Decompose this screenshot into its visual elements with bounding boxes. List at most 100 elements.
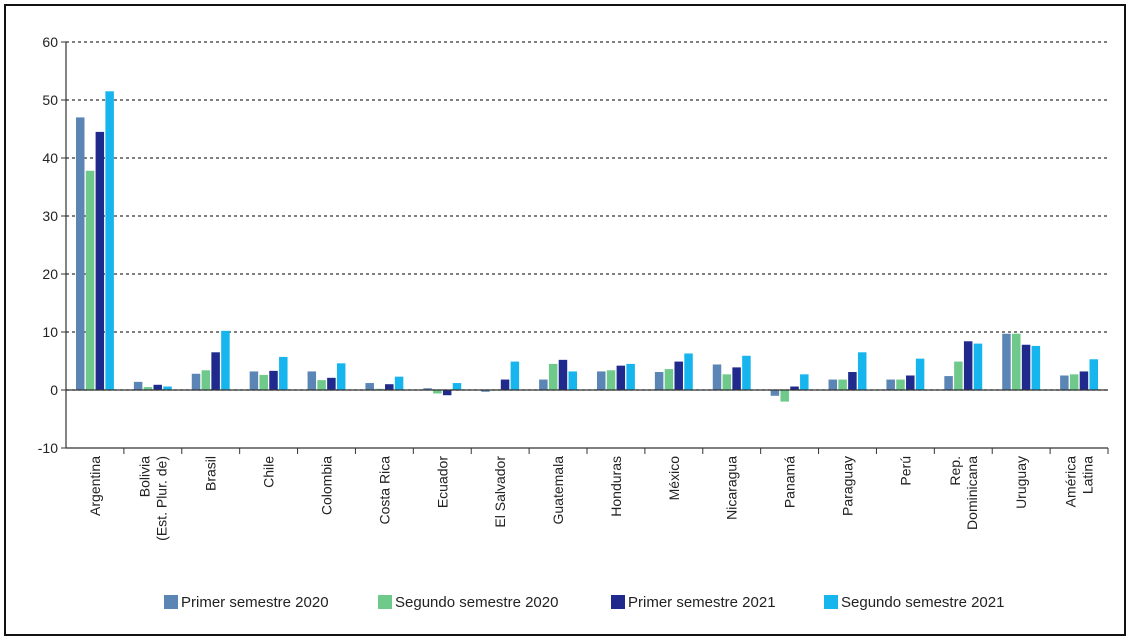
bar [712,364,722,390]
bar [269,370,278,390]
category-label: Colombia [319,456,335,515]
bar [85,170,95,390]
bar [452,383,462,390]
category-label: Honduras [608,456,624,517]
bar [75,117,85,391]
bar [336,363,346,390]
bar [481,390,490,392]
bar [915,358,925,390]
bar [606,370,616,390]
category-label: Rep. [947,456,963,486]
bar [394,376,404,390]
bar [510,361,520,390]
bar [944,376,953,390]
legend-label: Segundo semestre 2020 [395,594,558,611]
bar [1079,371,1089,390]
bar [838,379,847,390]
category-label: Latina [1080,456,1096,494]
bar [442,390,452,396]
bar [1031,345,1041,390]
bar [684,353,693,390]
bar [770,390,780,396]
bar [654,372,664,390]
legend-swatch [164,595,178,609]
bar [143,387,153,390]
y-tick-label: 50 [42,92,58,108]
category-label: Bolivia [136,456,152,497]
bar [664,369,674,390]
bar [1002,333,1011,390]
category-label: Uruguay [1013,456,1029,509]
legend-swatch [611,595,625,609]
bar [558,359,568,390]
category-label: Dominicana [964,456,980,530]
bar [317,380,326,390]
bar [327,377,336,390]
bar [307,371,317,390]
category-label: Perú [897,456,913,486]
bar [954,361,963,390]
bar [857,352,867,390]
legend-label: Segundo semestre 2021 [841,594,1004,611]
category-label: Panamá [782,456,798,508]
bar [780,390,789,402]
bar [105,91,114,391]
bar [211,352,220,390]
bar [906,375,915,390]
category-label: El Salvador [492,456,508,528]
bar [732,367,741,390]
chart-frame: -10 0 10 20 30 40 50 60 Argentina Bolivia (Est. P… [4,4,1126,636]
y-tick-label: 10 [42,324,58,340]
category-label: Nicaragua [724,456,740,520]
bar [365,383,374,390]
bar [596,371,606,390]
category-label: Guatemala [550,456,566,525]
bar [828,379,838,390]
legend: Primer semestre 2020 Segundo semestre 202… [164,594,1004,611]
legend-swatch [378,595,392,609]
bar [163,386,172,390]
bar [259,374,268,390]
bar [539,379,548,390]
bar [973,343,983,390]
legend-swatch [824,595,838,609]
y-tick-label: 0 [50,382,58,398]
bar [742,355,751,390]
bar [674,361,683,390]
bar [548,363,558,390]
category-label: Argentina [87,456,103,516]
bar [221,330,230,390]
bar [133,381,143,390]
bar [1021,344,1031,390]
x-axis-labels: Argentina Bolivia (Est. Plur. de) Brasil Chi… [87,456,1096,541]
axes [65,42,1109,454]
category-label: Chile [261,456,277,488]
bar [385,384,394,390]
bar [153,384,162,390]
bar [616,365,626,390]
bar [1060,375,1069,390]
bar [722,374,732,390]
category-label: México [666,456,682,501]
legend-label: Primer semestre 2020 [181,594,329,611]
bar [201,370,211,390]
y-tick-label: 40 [42,150,58,166]
y-tick-label: 20 [42,266,58,282]
bar [191,373,201,390]
bar [279,356,288,390]
y-tick-label: -10 [38,440,58,456]
bar [1089,359,1099,390]
bar [848,372,857,390]
category-label: Ecuador [434,456,450,508]
bar [1012,333,1021,390]
category-label: Brasil [203,456,219,491]
bar [800,374,809,390]
bars [75,91,1099,402]
bar [423,388,432,390]
bar [95,131,105,390]
y-axis-ticks: -10 0 10 20 30 40 50 60 [38,34,66,456]
y-tick-label: 30 [42,208,58,224]
bar [896,379,905,390]
category-label: América [1063,456,1079,508]
bar [963,341,973,390]
